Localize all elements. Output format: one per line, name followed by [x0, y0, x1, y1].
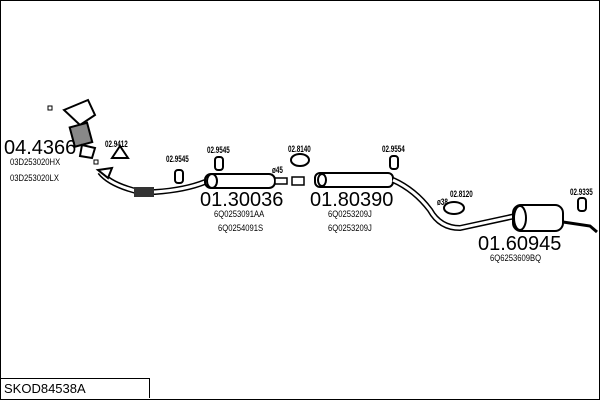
accessory-number: 02.9545: [166, 154, 189, 164]
diagram-code: SKOD84538A: [0, 378, 150, 398]
accessory-number: 02.8120: [450, 189, 473, 199]
oem-number: 03D253020HX: [10, 157, 61, 167]
part-number: 04.4366: [4, 137, 77, 159]
oem-number: 6Q0254091S: [218, 223, 264, 233]
accessory-number: 02.8140: [288, 144, 311, 154]
diameter-label: ø45: [272, 165, 283, 175]
oem-number: 6Q0253209J: [328, 223, 372, 233]
oem-number: 6Q6253609BQ: [490, 253, 542, 263]
part-number: 01.80390: [310, 189, 394, 211]
hanger-icons: [110, 144, 587, 215]
oem-number: 6Q0253209J: [328, 209, 372, 219]
bolt-icon: [47, 105, 53, 111]
diameter-label: ø38: [437, 197, 448, 207]
accessory-number: 02.9554: [382, 144, 405, 154]
bolt-icon: [93, 159, 99, 165]
accessory-number: 02.9335: [570, 187, 593, 197]
accessory-number: 02.9545: [207, 145, 230, 155]
manifold-catalyst: [62, 98, 97, 160]
accessory-number: 02.9412: [105, 139, 128, 149]
part-number: 01.30036: [200, 189, 284, 211]
oem-number: 6Q0253091AA: [214, 209, 265, 219]
part-number: 01.60945: [478, 233, 562, 255]
oem-number: 03D253020LX: [10, 173, 59, 183]
